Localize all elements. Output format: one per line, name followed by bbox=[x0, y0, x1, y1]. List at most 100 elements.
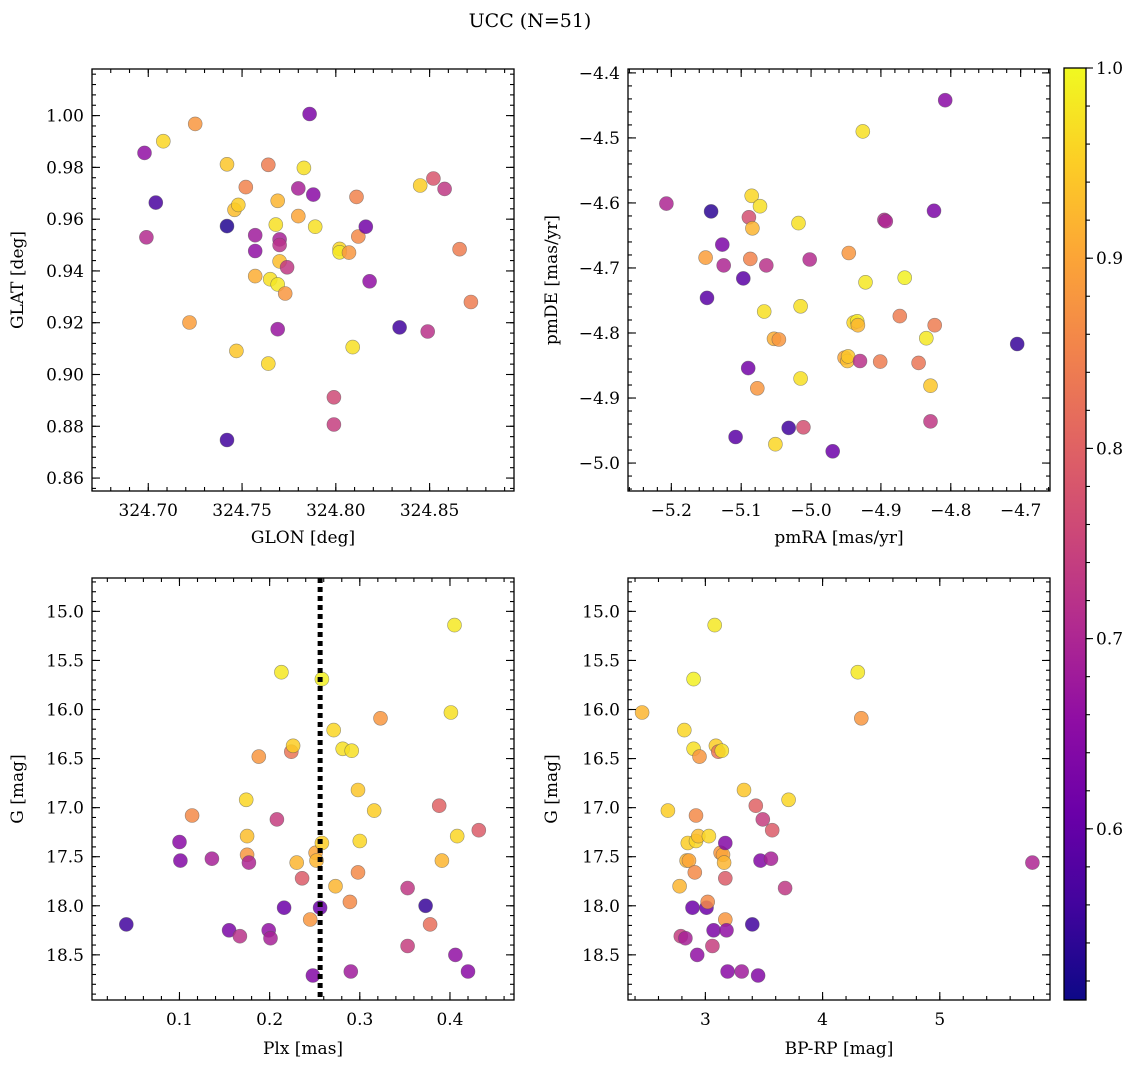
data-point bbox=[707, 617, 723, 633]
data-point bbox=[452, 241, 467, 257]
colorbar-tick-label: 0.8 bbox=[1096, 439, 1123, 459]
data-point bbox=[634, 705, 650, 720]
data-point bbox=[307, 219, 323, 234]
data-point bbox=[263, 930, 278, 946]
ticks-plx-g: 0.1 0.2 0.3 0.4 15.0 15.5 16.0 16.5 17.0 17.5 18.0… bbox=[46, 578, 514, 1030]
x-tick-label: 324.75 bbox=[212, 501, 271, 521]
data-point bbox=[447, 617, 462, 633]
data-point bbox=[802, 252, 818, 267]
ticks-pmra-pmde: −5.2 −5.1 −5.0 −4.9 −4.8 −4.7 −5.0 −4.9 −4.8 −4.7… bbox=[579, 64, 1050, 521]
data-point bbox=[734, 964, 750, 979]
data-point bbox=[204, 851, 220, 867]
data-point bbox=[758, 258, 774, 273]
data-point bbox=[742, 251, 758, 267]
data-point bbox=[768, 436, 783, 452]
data-point bbox=[173, 853, 188, 868]
data-point bbox=[717, 835, 733, 851]
data-point bbox=[270, 321, 286, 337]
ylabel-g-right: G [mag] bbox=[542, 754, 562, 823]
panel-plx-g: 0.1 0.2 0.3 0.4 15.0 15.5 16.0 16.5 17.0 17.5 18.0… bbox=[8, 577, 515, 1059]
data-point bbox=[720, 964, 735, 979]
data-point bbox=[231, 197, 246, 213]
data-point bbox=[853, 710, 869, 726]
data-point bbox=[326, 722, 342, 738]
data-point bbox=[268, 217, 284, 232]
data-point bbox=[422, 917, 438, 932]
data-point bbox=[412, 178, 428, 193]
data-point bbox=[672, 878, 687, 894]
data-point bbox=[937, 92, 953, 108]
data-point bbox=[749, 380, 765, 396]
data-point bbox=[841, 245, 857, 261]
data-point bbox=[276, 900, 292, 916]
data-point bbox=[434, 853, 450, 868]
points-bprp-g bbox=[634, 617, 1040, 983]
data-point bbox=[719, 922, 734, 938]
y-tick-label: 18.5 bbox=[46, 946, 84, 966]
data-point bbox=[418, 898, 433, 914]
data-point bbox=[274, 664, 289, 680]
data-point bbox=[349, 189, 364, 205]
data-point bbox=[793, 298, 808, 314]
data-point bbox=[290, 181, 306, 196]
x-tick-label: −4.7 bbox=[1000, 501, 1041, 521]
data-point bbox=[796, 419, 811, 435]
x-tick-label: 0.4 bbox=[436, 1010, 463, 1030]
y-tick-label: 0.86 bbox=[46, 469, 84, 489]
data-point bbox=[343, 964, 359, 979]
y-tick-label: 16.5 bbox=[582, 750, 620, 770]
data-point bbox=[678, 930, 693, 946]
data-point bbox=[443, 705, 459, 720]
y-tick-label: −4.5 bbox=[579, 129, 620, 149]
data-point bbox=[260, 356, 276, 371]
data-point bbox=[350, 782, 366, 798]
data-point bbox=[850, 664, 866, 680]
data-point bbox=[229, 343, 244, 359]
data-point bbox=[341, 245, 357, 260]
colorbar-tick-label: 1.0 bbox=[1096, 59, 1123, 79]
data-point bbox=[692, 749, 707, 764]
x-tick-label: 324.80 bbox=[306, 501, 365, 521]
data-point bbox=[289, 855, 305, 870]
y-tick-label: 17.0 bbox=[46, 799, 84, 819]
data-point bbox=[156, 133, 171, 149]
xlabel-glon: GLON [deg] bbox=[251, 528, 355, 548]
data-point bbox=[923, 414, 938, 429]
data-point bbox=[328, 878, 343, 894]
x-tick-label: −5.0 bbox=[790, 501, 831, 521]
y-tick-label: 15.5 bbox=[582, 651, 620, 671]
data-point bbox=[714, 237, 730, 252]
data-point bbox=[716, 258, 732, 273]
data-point bbox=[471, 822, 487, 838]
x-tick-label: 3 bbox=[700, 1010, 711, 1030]
data-point bbox=[771, 332, 787, 347]
data-point bbox=[350, 865, 366, 880]
data-point bbox=[272, 237, 287, 253]
data-point bbox=[437, 181, 452, 197]
data-point bbox=[247, 268, 263, 284]
data-point bbox=[184, 808, 200, 823]
data-point bbox=[326, 417, 342, 432]
data-point bbox=[793, 371, 808, 386]
data-point bbox=[219, 218, 235, 234]
y-tick-label: 15.0 bbox=[582, 602, 620, 622]
data-point bbox=[238, 792, 254, 808]
data-point bbox=[777, 880, 793, 896]
data-point bbox=[923, 378, 938, 394]
data-point bbox=[676, 722, 692, 738]
colorbar-gradient bbox=[1064, 68, 1086, 1000]
y-tick-label: 0.88 bbox=[46, 417, 84, 437]
y-tick-label: 18.0 bbox=[46, 897, 84, 917]
data-point bbox=[878, 213, 894, 229]
data-point bbox=[290, 208, 306, 224]
data-point bbox=[219, 157, 235, 172]
colorbar: 0.6 0.7 0.8 0.9 1.0 bbox=[1063, 59, 1123, 1001]
data-point bbox=[1025, 855, 1040, 870]
data-point bbox=[400, 938, 415, 954]
y-tick-label: 17.5 bbox=[582, 848, 620, 868]
data-point bbox=[855, 124, 871, 139]
y-tick-label: −5.0 bbox=[579, 454, 620, 474]
data-point bbox=[238, 179, 254, 195]
data-point bbox=[755, 812, 771, 827]
